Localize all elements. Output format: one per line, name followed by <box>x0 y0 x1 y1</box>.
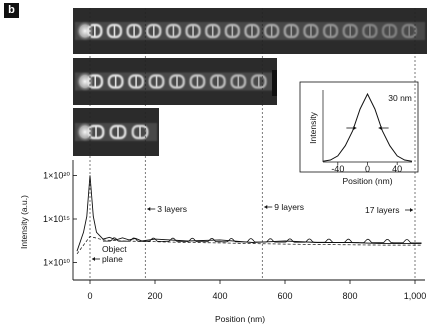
strip-cell <box>205 23 221 39</box>
strip-cell <box>106 23 123 39</box>
x-tick-label: 0 <box>87 291 92 301</box>
strip-cell <box>165 23 181 39</box>
x-tick-label: 600 <box>277 291 292 301</box>
strip-cell <box>224 23 240 39</box>
strip-cell <box>148 74 165 89</box>
inset-gaussian-curve <box>322 92 413 162</box>
x-tick-label: 800 <box>342 291 357 301</box>
cell-ring <box>381 23 398 39</box>
strip-cell <box>185 23 201 39</box>
fwhm-arrowhead-left <box>353 126 357 130</box>
source-glow <box>76 122 94 142</box>
strip-cell <box>128 74 144 89</box>
cell-ring <box>342 23 358 39</box>
annotation-plane: plane <box>102 254 123 264</box>
source-glow <box>76 21 94 41</box>
strip-cell <box>381 23 398 39</box>
inset-x-tick-label: 0 <box>365 164 370 174</box>
arrow-head <box>92 257 95 261</box>
x-tick-label: 400 <box>212 291 227 301</box>
simulation-strips <box>73 8 427 156</box>
strip-cell <box>230 74 247 89</box>
x-tick-label: 200 <box>147 291 162 301</box>
strip-cell <box>303 23 319 39</box>
y-tick-label: 1×10²⁰ <box>43 170 70 180</box>
strip-cell <box>146 23 162 39</box>
strip-cell <box>131 124 149 140</box>
strip-cell <box>323 23 339 39</box>
inset-y-axis-title: Intensity <box>308 111 318 143</box>
arrow-head <box>410 208 413 212</box>
strip-band <box>75 22 425 40</box>
series-ripple <box>103 237 422 244</box>
inset-x-tick-label: 40 <box>392 164 402 174</box>
strip-cell <box>342 23 358 39</box>
x-axis-title: Position (nm) <box>215 314 265 324</box>
inset-fwhm-label: 30 nm <box>388 93 412 103</box>
strip-cell <box>169 74 185 89</box>
cell-ring <box>323 23 339 39</box>
x-tick-label: 1,000 <box>404 291 427 301</box>
strip-3-layers <box>73 108 159 156</box>
annotation-9-layers: 9 layers <box>274 202 304 212</box>
annotation-object: Object <box>102 244 127 254</box>
cell-ring <box>362 23 378 39</box>
y-axis-title: Intensity (a.u.) <box>19 195 29 249</box>
annotation-arrow <box>264 205 273 209</box>
annotation-17-layers: 17 layers <box>365 205 400 215</box>
inset-x-tick-label: -40 <box>331 164 344 174</box>
strip-cell <box>189 74 206 89</box>
arrow-head <box>264 205 268 209</box>
y-tick-label: 1×10¹⁵ <box>43 214 70 224</box>
strip-end-tab <box>272 70 277 96</box>
inset-x-axis-title: Position (nm) <box>342 176 392 186</box>
fwhm-arrowhead-right <box>378 126 382 130</box>
strip-band <box>75 72 275 91</box>
annotation-arrow <box>147 207 156 211</box>
annotation-3-layers: 3 layers <box>157 204 187 214</box>
strip-cell <box>126 23 142 39</box>
y-tick-label: 1×10¹⁰ <box>43 258 70 268</box>
panel-label: b <box>4 3 19 18</box>
source-glow <box>76 71 94 92</box>
strip-17-layers <box>73 8 427 54</box>
strip-cell <box>362 23 378 39</box>
arrow-head <box>147 207 151 211</box>
strip-cell <box>283 23 299 39</box>
cell-ring <box>401 23 417 39</box>
strip-cell <box>264 23 280 39</box>
annotation-arrow <box>92 257 100 261</box>
strip-cell <box>210 74 226 89</box>
strip-cell <box>109 124 127 140</box>
strip-cell <box>244 23 260 39</box>
annotation-arrow <box>405 208 413 212</box>
strip-9-layers <box>73 58 277 105</box>
strip-cell <box>250 74 267 89</box>
strip-cell <box>107 74 124 89</box>
strip-cell <box>401 23 417 39</box>
